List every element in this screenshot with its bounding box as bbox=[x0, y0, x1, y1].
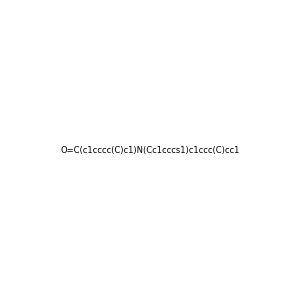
Text: O=C(c1cccc(C)c1)N(Cc1cccs1)c1ccc(C)cc1: O=C(c1cccc(C)c1)N(Cc1cccs1)c1ccc(C)cc1 bbox=[60, 146, 240, 154]
